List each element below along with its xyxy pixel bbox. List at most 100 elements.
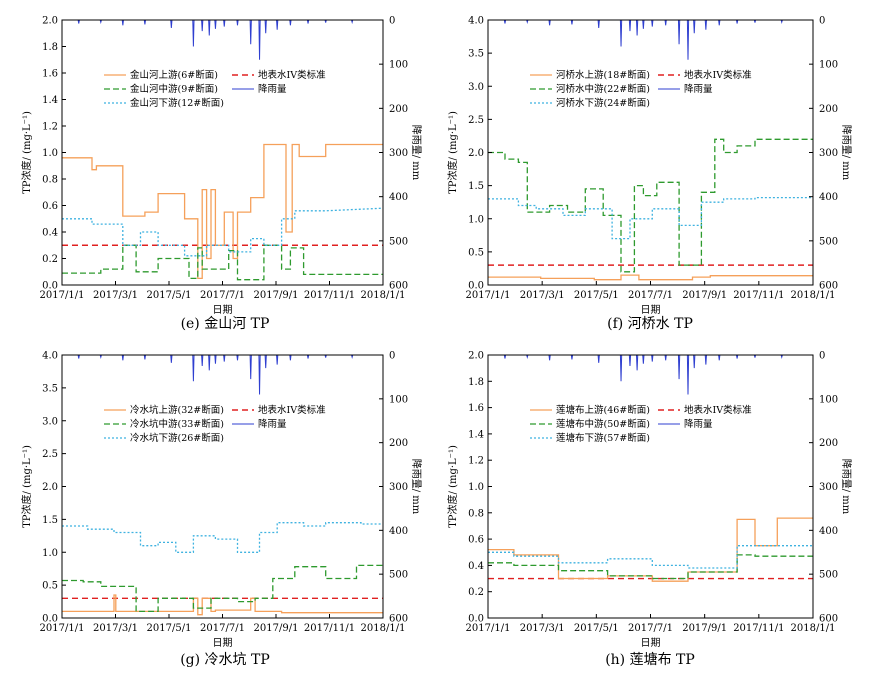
x-axis-label: 日期 xyxy=(641,637,661,649)
chart-panel-2: 0.0 0.5 1.0 1.5 2.0 2.5 3.0 3.5 4.0 0 100 200 300 400… xyxy=(20,351,423,669)
series-midstream xyxy=(488,138,813,273)
legend-label-downstream: 金山河下游(12#断面) xyxy=(130,97,224,109)
y2-tick-label: 500 xyxy=(819,570,838,581)
y-tick-label: 2.0 xyxy=(468,351,484,362)
rainfall-series xyxy=(488,20,813,60)
y-tick-label: 3.5 xyxy=(42,383,58,394)
chart-panel-0: 0.0 0.2 0.4 0.6 0.8 1.0 1.2 1.4 1.6 1.8 2.0 0 100 200… xyxy=(20,16,423,333)
legend: 河桥水上游(18#断面) 河桥水中游(22#断面) 河桥水下游(24#断面) 地表水I… xyxy=(530,69,752,109)
y-tick-label: 0.6 xyxy=(42,201,58,212)
legend: 冷水坑上游(32#断面) 冷水坑中游(33#断面) 冷水坑下游(26#断面) 地表水I… xyxy=(104,404,326,444)
x-tick-label: 2017/9/1 xyxy=(254,290,299,301)
x-tick-label: 2017/3/1 xyxy=(520,623,565,634)
y2-tick-label: 200 xyxy=(389,438,408,449)
legend-label-upstream: 莲塘布上游(46#断面) xyxy=(556,404,650,416)
y2-tick-label: 100 xyxy=(819,60,838,71)
y-axis-label: TP浓度/ (mg·L⁻¹) xyxy=(446,111,459,194)
x-tick-label: 2017/11/1 xyxy=(733,623,784,634)
y-axis-label: TP浓度/ (mg·L⁻¹) xyxy=(20,111,33,194)
legend-label-standard: 地表水IV类标准 xyxy=(258,404,326,416)
x-tick-label: 2017/5/1 xyxy=(147,290,192,301)
x-tick-label: 2018/1/1 xyxy=(791,623,836,634)
x-tick-label: 2017/1/1 xyxy=(466,623,511,634)
x-tick-label: 2017/9/1 xyxy=(682,623,727,634)
x-tick-label: 2017/3/1 xyxy=(93,290,138,301)
y2-tick-label: 0 xyxy=(389,16,395,27)
plot-area xyxy=(62,355,383,616)
legend-label-standard: 地表水IV类标准 xyxy=(258,69,326,81)
y-tick-label: 1.8 xyxy=(42,42,58,53)
series-downstream xyxy=(62,207,383,257)
y-tick-label: 1.0 xyxy=(42,548,58,559)
x-tick-label: 2017/7/1 xyxy=(628,623,673,634)
y2-tick-label: 500 xyxy=(389,570,408,581)
y2-tick-label: 500 xyxy=(819,236,838,247)
series-downstream xyxy=(488,196,813,240)
y2-tick-label: 600 xyxy=(389,614,408,625)
y-tick-label: 1.6 xyxy=(42,69,58,80)
series-midstream xyxy=(488,554,813,580)
legend-label-standard: 地表水IV类标准 xyxy=(684,404,752,416)
legend-label-downstream: 莲塘布下游(57#断面) xyxy=(556,432,650,444)
legend-label-rain: 降雨量 xyxy=(684,83,713,95)
rainfall-series xyxy=(62,355,383,395)
y-tick-label: 0.5 xyxy=(42,581,58,592)
legend-label-upstream: 河桥水上游(18#断面) xyxy=(556,69,650,81)
x-tick-label: 2018/1/1 xyxy=(791,290,836,301)
x-tick-label: 2017/11/1 xyxy=(733,290,784,301)
x-axis-label: 日期 xyxy=(213,304,233,316)
y-tick-label: 1.5 xyxy=(42,515,58,526)
y-tick-label: 0.5 xyxy=(468,247,484,258)
y-tick-label: 1.0 xyxy=(468,482,484,493)
y2-tick-label: 100 xyxy=(389,60,408,71)
x-tick-label: 2017/11/1 xyxy=(304,290,355,301)
y-tick-label: 0.2 xyxy=(42,254,58,265)
y-tick-label: 0.0 xyxy=(42,614,58,625)
y-tick-label: 1.6 xyxy=(468,403,484,414)
y-tick-label: 0.4 xyxy=(468,561,484,572)
y2-tick-label: 400 xyxy=(389,526,408,537)
x-tick-label: 2017/7/1 xyxy=(200,623,245,634)
rainfall-series xyxy=(488,355,813,395)
series-downstream xyxy=(488,545,813,569)
y-tick-label: 2.5 xyxy=(42,449,58,460)
plot-area xyxy=(488,355,813,582)
legend-label-standard: 地表水IV类标准 xyxy=(684,69,752,81)
legend: 莲塘布上游(46#断面) 莲塘布中游(50#断面) 莲塘布下游(57#断面) 地表水I… xyxy=(530,404,752,444)
legend-label-midstream: 冷水坑中游(33#断面) xyxy=(130,418,224,430)
x-tick-label: 2017/5/1 xyxy=(147,623,192,634)
y2-tick-label: 100 xyxy=(389,394,408,405)
y2-tick-label: 100 xyxy=(819,394,838,405)
panel-caption: (f) 河桥水 TP xyxy=(607,316,693,332)
chart-panel-3: 0.0 0.2 0.4 0.6 0.8 1.0 1.2 1.4 1.6 1.8 2.0 0 100 200… xyxy=(446,351,853,669)
legend-label-rain: 降雨量 xyxy=(258,418,287,430)
y-tick-label: 0.8 xyxy=(42,175,58,186)
y-tick-label: 1.8 xyxy=(468,377,484,388)
panel-caption: (g) 冷水坑 TP xyxy=(180,652,270,668)
series-upstream xyxy=(488,517,813,582)
y2-tick-label: 300 xyxy=(819,148,838,159)
y2-axis-label: 降雨量/ mm xyxy=(840,125,853,181)
y2-tick-label: 500 xyxy=(389,236,408,247)
y-axis-label: TP浓度/ (mg·L⁻¹) xyxy=(446,445,459,528)
y2-tick-label: 600 xyxy=(389,281,408,292)
legend-label-upstream: 金山河上游(6#断面) xyxy=(130,69,218,81)
x-tick-label: 2017/5/1 xyxy=(574,623,619,634)
y2-axis-label: 降雨量/ mm xyxy=(410,125,423,181)
y2-tick-label: 600 xyxy=(819,281,838,292)
plot-frame xyxy=(61,354,384,619)
legend-label-midstream: 莲塘布中游(50#断面) xyxy=(556,418,650,430)
legend-label-downstream: 河桥水下游(24#断面) xyxy=(556,97,650,109)
y-tick-label: 3.0 xyxy=(42,416,58,427)
y2-tick-label: 400 xyxy=(819,526,838,537)
y-tick-label: 1.4 xyxy=(468,429,484,440)
y2-tick-label: 300 xyxy=(389,482,408,493)
y2-tick-label: 200 xyxy=(819,438,838,449)
y-tick-label: 0.6 xyxy=(468,535,484,546)
legend-label-downstream: 冷水坑下游(26#断面) xyxy=(130,432,224,444)
series-midstream xyxy=(62,564,383,613)
y2-tick-label: 300 xyxy=(819,482,838,493)
x-tick-label: 2017/3/1 xyxy=(520,290,565,301)
y-tick-label: 3.5 xyxy=(468,49,484,60)
